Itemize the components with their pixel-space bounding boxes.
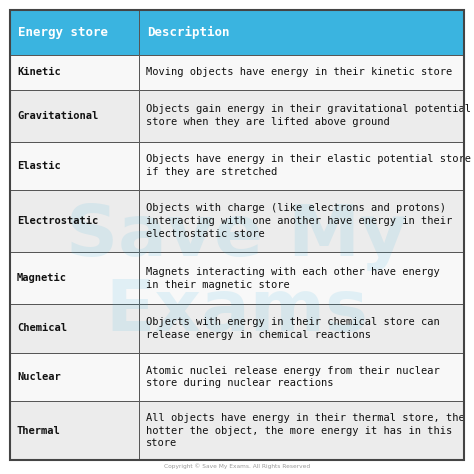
Bar — [10, 90, 139, 142]
Text: Objects with energy in their chemical store can
release energy in chemical react: Objects with energy in their chemical st… — [146, 317, 440, 340]
Text: Magnets interacting with each other have energy
in their magnetic store: Magnets interacting with each other have… — [146, 267, 440, 290]
Text: Kinetic: Kinetic — [17, 67, 61, 77]
Bar — [139, 401, 464, 460]
Text: Save My
Exams: Save My Exams — [66, 202, 408, 346]
Text: Nuclear: Nuclear — [17, 372, 61, 382]
Bar — [10, 55, 139, 90]
Text: Copyright © Save My Exams. All Rights Reserved: Copyright © Save My Exams. All Rights Re… — [164, 464, 310, 469]
Bar — [139, 353, 464, 401]
Text: Atomic nuclei release energy from their nuclear
store during nuclear reactions: Atomic nuclei release energy from their … — [146, 365, 440, 388]
Bar — [10, 304, 139, 353]
Text: Objects gain energy in their gravitational potential
store when they are lifted : Objects gain energy in their gravitation… — [146, 104, 471, 127]
Text: Gravitational: Gravitational — [17, 110, 98, 120]
Bar — [10, 190, 139, 252]
Bar — [10, 401, 139, 460]
Bar — [139, 142, 464, 190]
Text: Moving objects have energy in their kinetic store: Moving objects have energy in their kine… — [146, 67, 453, 77]
Bar — [10, 353, 139, 401]
Text: Chemical: Chemical — [17, 323, 67, 334]
Bar — [139, 190, 464, 252]
Bar — [139, 90, 464, 142]
Text: Objects have energy in their elastic potential store
if they are stretched: Objects have energy in their elastic pot… — [146, 155, 471, 177]
Bar — [139, 304, 464, 353]
Bar — [139, 252, 464, 304]
Bar — [139, 10, 464, 55]
Text: Magnetic: Magnetic — [17, 273, 67, 283]
Text: Electrostatic: Electrostatic — [17, 216, 98, 226]
Text: Description: Description — [147, 26, 230, 39]
Bar — [10, 142, 139, 190]
Text: All objects have energy in their thermal store, the
hotter the object, the more : All objects have energy in their thermal… — [146, 413, 465, 448]
Text: Objects with charge (like electrons and protons)
interacting with one another ha: Objects with charge (like electrons and … — [146, 203, 453, 239]
Bar — [10, 252, 139, 304]
Text: Elastic: Elastic — [17, 161, 61, 171]
Text: Energy store: Energy store — [18, 26, 108, 39]
Bar — [10, 10, 139, 55]
Bar — [139, 55, 464, 90]
Text: Thermal: Thermal — [17, 426, 61, 436]
